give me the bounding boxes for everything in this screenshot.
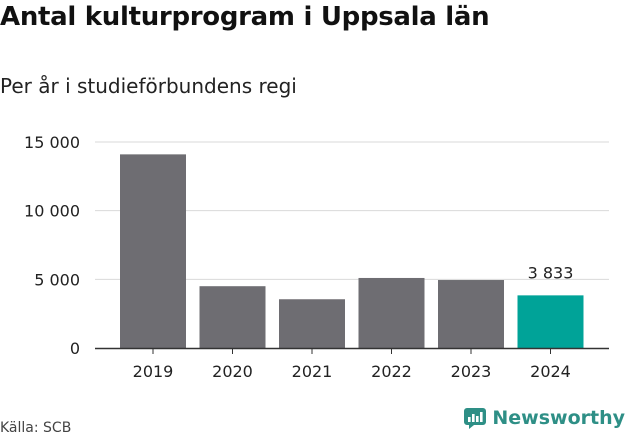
bar-2021 [279,299,345,348]
chart-subtitle: Per år i studieförbundens regi [0,74,297,98]
y-tick-label-3: 15 000 [24,133,80,152]
x-axis-tick-labels: 2019 2020 2021 2022 2023 2024 [133,362,571,381]
newsworthy-chart-icon [464,408,487,429]
x-tick-label-2020: 2020 [212,362,253,381]
bar-2023 [438,280,504,348]
chart-title: Antal kulturprogram i Uppsala län [0,2,490,32]
x-axis [95,347,609,354]
bar-2020 [199,286,266,348]
y-tick-label-0: 0 [70,339,80,358]
data-labels: 3 833 [528,263,574,282]
brand-name: Newsworthy [492,407,625,429]
x-tick-label-2019: 2019 [133,362,174,381]
x-tick-label-2024: 2024 [530,362,571,381]
bar-2022 [358,277,425,348]
y-axis-tick-labels: 0 5 000 10 000 15 000 [24,133,80,358]
y-tick-label-1: 5 000 [34,270,80,289]
bars [120,154,584,348]
source-note: Källa: SCB [0,420,72,436]
bar-2019 [120,154,186,348]
brand-logo: Newsworthy [463,406,625,430]
bar-2024 [517,295,584,348]
x-tick-label-2023: 2023 [451,362,492,381]
y-tick-label-2: 10 000 [24,202,80,221]
data-label-2024: 3 833 [528,263,574,282]
x-tick-label-2022: 2022 [371,362,412,381]
x-tick-label-2021: 2021 [292,362,333,381]
